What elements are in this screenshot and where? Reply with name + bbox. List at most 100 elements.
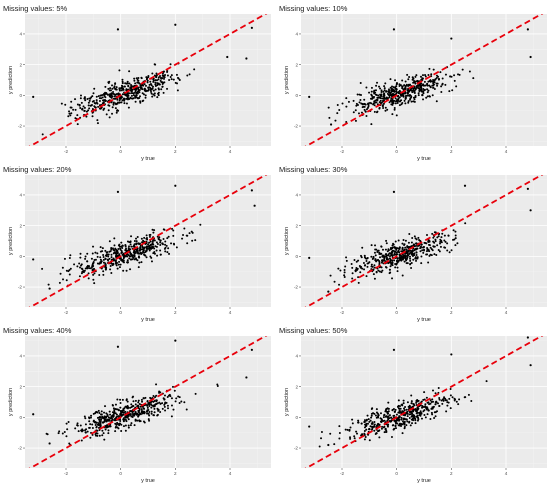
data-point: [119, 410, 122, 413]
data-point: [58, 430, 61, 433]
data-point: [153, 251, 156, 254]
data-point: [167, 235, 170, 238]
data-point: [91, 264, 94, 267]
data-point: [114, 407, 117, 410]
data-point: [138, 403, 141, 406]
data-point: [427, 89, 430, 92]
data-point: [391, 85, 394, 88]
data-point: [440, 399, 443, 402]
data-point: [92, 412, 95, 415]
data-point: [174, 400, 177, 403]
data-point: [96, 262, 99, 265]
data-point: [115, 264, 118, 267]
data-point: [423, 80, 426, 83]
data-point: [148, 249, 151, 252]
data-point: [191, 239, 194, 242]
data-point: [413, 249, 416, 252]
data-point: [384, 248, 387, 251]
data-point: [126, 407, 129, 410]
data-point: [127, 254, 130, 257]
data-point: [119, 419, 122, 422]
data-point: [383, 431, 386, 434]
data-point: [103, 417, 106, 420]
data-point: [111, 403, 114, 406]
data-point: [410, 394, 413, 397]
data-point: [436, 244, 439, 247]
data-point: [152, 394, 155, 397]
data-point: [188, 73, 191, 76]
data-point: [373, 423, 376, 426]
data-point: [107, 255, 110, 258]
data-point-outlier: [32, 95, 35, 98]
data-point: [96, 122, 99, 125]
data-point: [419, 75, 422, 78]
data-point: [68, 256, 71, 259]
data-point: [102, 421, 105, 424]
data-point: [144, 84, 147, 87]
data-point: [161, 77, 164, 80]
data-point: [391, 249, 394, 252]
data-point: [182, 233, 185, 236]
data-point: [99, 425, 102, 428]
data-point: [126, 80, 129, 83]
data-point: [351, 422, 354, 425]
data-point: [386, 424, 389, 427]
data-point-outlier: [308, 425, 311, 428]
data-point: [405, 248, 408, 251]
data-point: [388, 96, 391, 99]
data-point: [383, 85, 386, 88]
data-point: [87, 101, 90, 104]
data-point: [120, 259, 123, 262]
data-point: [432, 86, 435, 89]
data-point: [111, 247, 114, 250]
data-point-outlier: [174, 23, 177, 26]
data-point: [448, 90, 451, 93]
data-point: [135, 77, 138, 80]
data-point: [391, 251, 394, 254]
data-point: [413, 86, 416, 89]
data-point: [408, 416, 411, 419]
data-point: [110, 417, 113, 420]
data-point: [96, 429, 99, 432]
data-point: [381, 255, 384, 258]
data-point: [114, 83, 117, 86]
data-point: [384, 109, 387, 112]
data-point: [130, 92, 133, 95]
data-point: [152, 400, 155, 403]
data-point: [137, 401, 140, 404]
data-point: [413, 417, 416, 420]
data-point: [385, 90, 388, 93]
data-point-outlier: [174, 339, 177, 342]
data-point: [157, 82, 160, 85]
data-point: [385, 266, 388, 269]
data-point-outlier: [329, 123, 333, 126]
data-point: [431, 389, 434, 392]
data-point: [412, 413, 415, 416]
data-point: [91, 423, 94, 426]
data-point: [134, 100, 137, 103]
data-point: [122, 409, 125, 412]
data-point: [126, 97, 129, 100]
data-point: [382, 95, 385, 98]
data-point: [388, 91, 391, 94]
data-point: [170, 397, 173, 400]
data-point: [143, 83, 146, 86]
data-point: [153, 229, 156, 232]
data-point: [132, 256, 135, 259]
panel-title: Missing values: 30%: [279, 165, 348, 174]
data-point: [444, 83, 447, 86]
data-point: [107, 81, 110, 84]
data-point: [421, 249, 424, 252]
data-point: [112, 262, 115, 265]
data-point: [76, 422, 79, 425]
data-point: [401, 87, 404, 90]
data-point: [403, 425, 406, 428]
data-point: [128, 257, 131, 260]
data-point: [115, 103, 118, 106]
data-point: [464, 396, 467, 399]
data-point: [458, 398, 461, 401]
data-point: [157, 91, 160, 94]
data-point: [129, 253, 132, 256]
data-point-outlier: [526, 187, 529, 190]
data-point: [124, 416, 127, 419]
